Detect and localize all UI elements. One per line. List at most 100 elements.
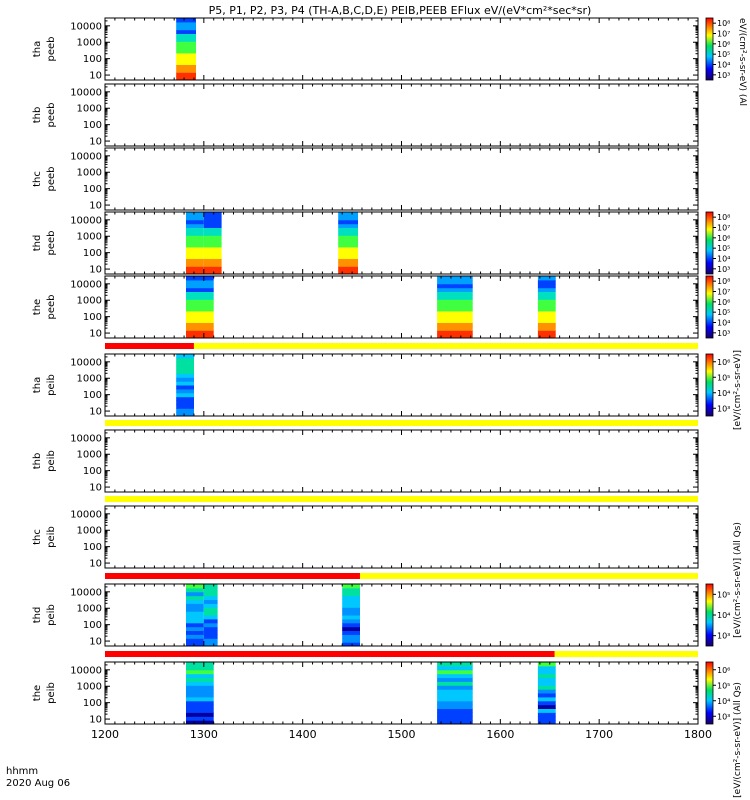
spectrogram-cell bbox=[176, 361, 194, 367]
mode-bar-segment bbox=[105, 651, 555, 657]
spectrogram-block bbox=[537, 276, 556, 339]
panel-probe-label: thb bbox=[32, 453, 43, 470]
mode-bar bbox=[105, 496, 698, 502]
spectrogram-cell bbox=[186, 611, 204, 616]
spectrogram-cell bbox=[186, 689, 214, 694]
spectrogram-cell bbox=[186, 626, 204, 631]
spectrogram-cell bbox=[338, 223, 358, 228]
colorbar-tick-label: 10⁸ bbox=[717, 19, 730, 28]
spectrogram-cell bbox=[186, 704, 214, 709]
spectrogram-cell bbox=[186, 669, 214, 675]
spectrogram-cell bbox=[186, 607, 204, 612]
spectrogram-block bbox=[342, 584, 360, 647]
spectrogram-cell bbox=[437, 708, 473, 713]
panel-probe-label: the bbox=[32, 299, 43, 315]
colorbar-tick-label: 10⁵ bbox=[717, 308, 730, 317]
colorbar-tick-label: 10³ bbox=[717, 712, 730, 721]
spectrogram-cell bbox=[186, 662, 214, 667]
y-tick-label: 100 bbox=[83, 54, 102, 65]
mode-bar bbox=[105, 343, 698, 349]
spectrogram-cell bbox=[338, 262, 358, 267]
spectrogram-cell bbox=[186, 276, 214, 281]
spectrogram-cell bbox=[537, 693, 556, 698]
y-tick-label: 100 bbox=[83, 390, 102, 401]
spectrogram-cell bbox=[186, 334, 214, 339]
spectrogram-cell bbox=[342, 634, 360, 639]
spectrogram-cell bbox=[186, 720, 214, 725]
spectrogram-cell bbox=[186, 591, 204, 597]
spectrogram-cell bbox=[186, 603, 204, 608]
y-tick-label: 100 bbox=[83, 248, 102, 259]
spectrogram-cell bbox=[186, 283, 214, 289]
spectrogram-cell bbox=[342, 630, 360, 635]
spectrogram-cell bbox=[437, 318, 473, 323]
spectrogram-cell bbox=[176, 25, 196, 31]
spectrogram-cell bbox=[537, 330, 556, 335]
spectrogram-cell bbox=[203, 630, 218, 635]
spectrogram-cell bbox=[537, 677, 556, 682]
panel-species-label: peeb bbox=[46, 231, 57, 256]
spectrogram-cell bbox=[437, 665, 473, 671]
spectrogram-cell bbox=[338, 219, 358, 225]
spectrogram-cell bbox=[437, 310, 473, 316]
y-tick-label: 10 bbox=[89, 559, 102, 570]
panel-species-label: peib bbox=[46, 682, 57, 704]
mode-bar-segment bbox=[105, 343, 194, 349]
spectrogram-cell bbox=[537, 318, 556, 323]
x-tick-label: 1400 bbox=[289, 728, 317, 741]
spectrogram-cell bbox=[537, 712, 556, 717]
spectrogram-cell bbox=[437, 291, 473, 296]
spectrogram-cell bbox=[537, 283, 556, 289]
panel-frame bbox=[104, 83, 699, 147]
y-tick-label: 10000 bbox=[70, 357, 102, 368]
spectrogram-cell bbox=[537, 276, 556, 281]
spectrogram-cell bbox=[186, 584, 204, 589]
y-tick-label: 10000 bbox=[70, 21, 102, 32]
spectrogram-cell bbox=[176, 56, 196, 62]
spectrogram-cell bbox=[203, 262, 222, 267]
panel-probe-label: thd bbox=[32, 235, 43, 252]
colorbar bbox=[705, 661, 714, 725]
spectrogram-cell bbox=[186, 239, 204, 244]
spectrogram-cell bbox=[186, 262, 204, 267]
spectrogram-cell bbox=[203, 607, 218, 612]
spectrogram-cell bbox=[437, 681, 473, 686]
spectrogram-cell bbox=[186, 630, 204, 635]
spectrogram-cell bbox=[203, 638, 218, 643]
spectrogram-cell bbox=[537, 279, 556, 285]
spectrogram-cell bbox=[342, 615, 360, 620]
spectrogram-cell bbox=[203, 243, 222, 248]
colorbar bbox=[705, 275, 714, 339]
spectrogram-cell bbox=[342, 642, 360, 647]
panel-probe-label: tha bbox=[32, 41, 43, 57]
spectrogram-cell bbox=[203, 615, 218, 620]
spectrogram-cell bbox=[176, 388, 194, 394]
x-tick-label: 1500 bbox=[388, 728, 416, 741]
mode-bar-segment bbox=[105, 573, 360, 579]
spectrogram-cell bbox=[203, 618, 218, 624]
spectrogram-cell bbox=[186, 258, 204, 263]
colorbar-tick-label: 10⁴ bbox=[717, 61, 730, 70]
x-tick-label: 1700 bbox=[585, 728, 613, 741]
spectrogram-cell bbox=[537, 716, 556, 721]
y-tick-label: 100 bbox=[83, 620, 102, 631]
spectrogram-cell bbox=[186, 307, 214, 312]
spectrogram-cell bbox=[176, 37, 196, 42]
spectrogram-cell bbox=[338, 254, 358, 259]
spectrogram-cell bbox=[338, 231, 358, 236]
spectrogram-cell bbox=[186, 622, 204, 628]
spectrogram-cell bbox=[437, 303, 473, 308]
spectrogram-cell bbox=[203, 603, 218, 608]
spectrogram-cell bbox=[186, 266, 204, 271]
colorbar-tick-label: 10⁶ bbox=[717, 40, 730, 49]
panel-species-label: peib bbox=[46, 374, 57, 396]
spectrogram-cell bbox=[342, 599, 360, 604]
y-tick-label: 100 bbox=[83, 312, 102, 323]
spectrogram-block bbox=[537, 662, 556, 725]
spectrogram-cell bbox=[338, 227, 358, 232]
y-tick-label: 10000 bbox=[70, 665, 102, 676]
spectrogram-cell bbox=[437, 299, 473, 304]
panel-species-label: peeb bbox=[46, 167, 57, 192]
